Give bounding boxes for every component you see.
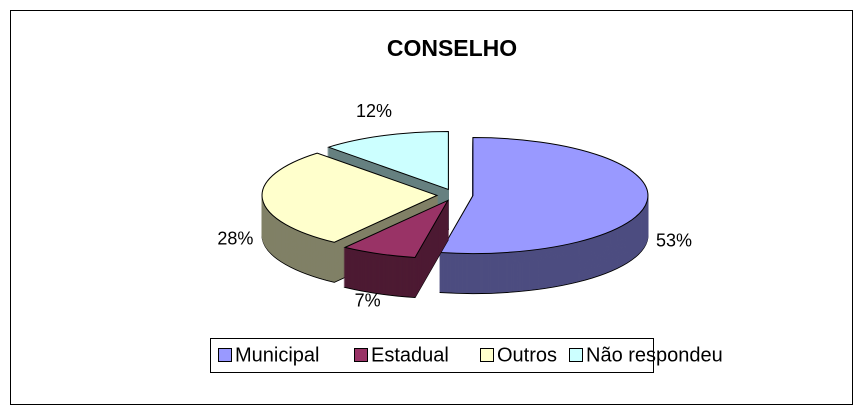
legend-label: Outros [497,344,557,366]
legend-swatch [354,348,368,362]
legend-swatch [480,348,494,362]
legend-swatch [569,348,583,362]
slice-top [326,130,449,191]
legend-label: Não respondeu [586,344,723,366]
data-label: 7% [355,291,381,311]
slice-top [439,137,649,255]
pie-slice [439,137,649,295]
slice-top [343,199,450,258]
data-label: 53% [656,231,692,251]
legend-swatch [218,348,232,362]
legend-label: Municipal [235,344,319,366]
slice-top [261,152,439,243]
legend-label: Estadual [371,344,449,366]
pie-slice [343,199,450,298]
data-label: 28% [217,228,253,248]
chart-title: CONSELHO [387,35,517,61]
data-label: 12% [356,101,392,121]
pie-slice [261,152,439,283]
